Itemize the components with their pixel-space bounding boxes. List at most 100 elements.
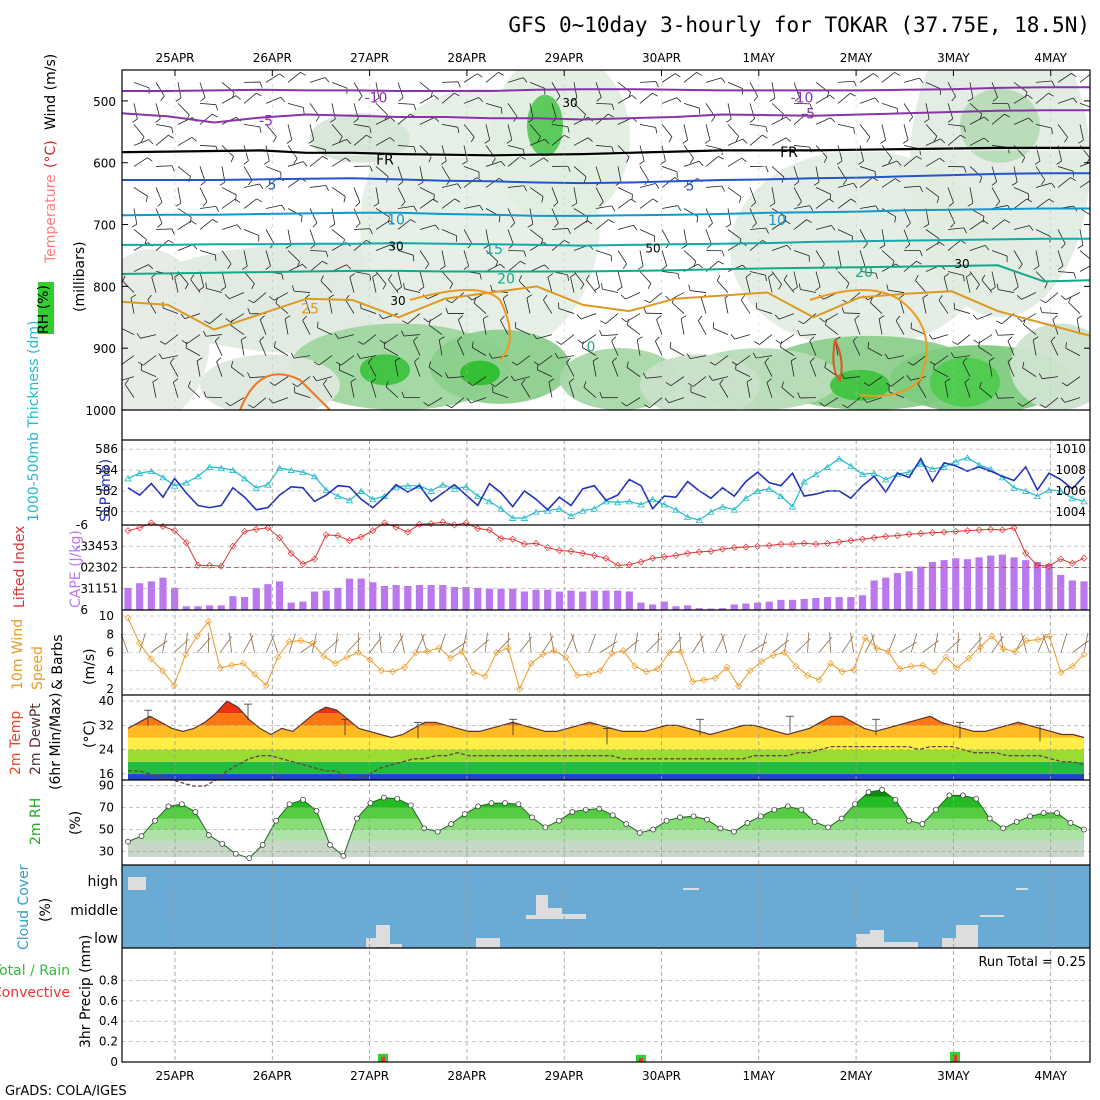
wind-barb-flag — [752, 352, 757, 359]
rh-area — [310, 113, 410, 163]
wind10-point — [1057, 669, 1065, 677]
wind-barb-flag — [639, 160, 645, 165]
wind-barb — [793, 250, 810, 257]
wind-barb-flag — [783, 274, 788, 281]
wind-barb — [302, 320, 311, 335]
wind-barb — [265, 204, 282, 209]
wind-barb — [345, 299, 355, 314]
wind-barb — [397, 205, 414, 209]
rh-point — [744, 820, 751, 826]
wind-barb-flag — [778, 284, 782, 290]
cloud-bar — [980, 915, 1004, 917]
wind-barb-flag — [765, 275, 767, 282]
wind-barb-flag — [853, 127, 855, 134]
wind-barb-flag — [784, 216, 787, 223]
wind-barb-flag — [923, 118, 930, 123]
date-label-bottom: 30APR — [642, 1069, 681, 1083]
lifted-index-point — [392, 523, 400, 531]
rh-point — [515, 801, 522, 808]
cape-bar — [1080, 581, 1088, 610]
slp-line — [127, 456, 1085, 511]
wind-barb — [800, 334, 817, 336]
wind-barb — [177, 166, 191, 177]
wind-barb — [1079, 229, 1084, 246]
wind-barb — [526, 297, 531, 314]
wind-barb — [573, 103, 586, 115]
wind-barb — [991, 113, 1005, 125]
wind-barb — [617, 94, 633, 104]
thickness-point — [905, 468, 913, 476]
wind-barb-flag — [1017, 402, 1023, 407]
date-label-top: 26APR — [253, 51, 292, 65]
wind-barb-flag — [709, 361, 716, 366]
wind-barb-flag — [746, 378, 753, 383]
wind-barb — [925, 208, 930, 225]
lifted-index-point — [1022, 549, 1030, 557]
rh-point — [879, 787, 885, 793]
wind-barb-flag — [630, 198, 637, 203]
lifted-index-point — [427, 520, 435, 528]
wind-barb-flag — [184, 283, 189, 290]
rh-area — [910, 70, 1090, 318]
wind-barb — [881, 72, 895, 83]
wind-barb — [912, 355, 927, 366]
wind-barb-flag — [1064, 136, 1068, 143]
wind10-point — [447, 654, 455, 662]
wind-barb-flag — [215, 104, 219, 111]
wind-barb-flag — [950, 352, 955, 358]
cape-bar — [870, 580, 878, 610]
wind-barb-flag — [1051, 182, 1056, 189]
wind-barb — [617, 82, 631, 93]
wind-barb — [1007, 340, 1015, 356]
precip-label-convective: Convective — [0, 985, 70, 1001]
temp-axis-label-2: 2m DewPt — [28, 703, 44, 775]
wind-barb — [190, 279, 201, 293]
wind-barb-flag — [152, 378, 159, 383]
wind-barb-flag — [490, 383, 496, 387]
li-tick-label: -3 — [76, 539, 88, 553]
wind-barb-flag — [655, 127, 658, 134]
wind-barb — [538, 355, 553, 366]
rh-point — [475, 803, 481, 810]
wind-barb — [375, 117, 391, 125]
wind-tick-label: 8 — [106, 627, 114, 641]
wind-barb-flag — [366, 134, 372, 139]
wind-barb — [243, 271, 255, 284]
wind-barbs-upper — [122, 71, 1090, 409]
rh-point — [286, 801, 293, 808]
cape-bar — [928, 561, 937, 610]
wind-barb — [309, 185, 326, 188]
cape-bar — [1057, 574, 1065, 610]
thickness-point — [124, 475, 132, 482]
wind-barb — [1079, 124, 1084, 141]
isotherm--5 — [122, 109, 1090, 124]
wind-barb — [568, 382, 575, 398]
wind-barb — [463, 204, 480, 209]
wind-barb — [617, 166, 622, 183]
warm-contour — [809, 289, 928, 397]
cape-bar — [812, 597, 820, 610]
wind-barb — [933, 368, 949, 377]
wind-barb — [859, 145, 864, 162]
isotherm-label: 15 — [485, 242, 503, 258]
wind-barb-flag — [510, 222, 516, 228]
temp-line — [127, 700, 1085, 739]
isotherm-label: -5 — [259, 113, 273, 129]
wind10-point — [1080, 650, 1088, 658]
wind-barb-flag — [1070, 177, 1076, 181]
wind-barb — [969, 245, 986, 251]
cape-bar — [765, 601, 773, 610]
wind-barb — [661, 229, 670, 244]
wind-barb-flag — [592, 357, 599, 362]
wind-barb-flag — [445, 307, 449, 314]
wind-barb — [155, 124, 172, 128]
wind-barb — [122, 376, 135, 381]
wind-barb — [338, 334, 355, 339]
wind10-point — [942, 653, 950, 661]
wind-barb-flag — [157, 223, 163, 228]
wind10-point — [677, 648, 685, 656]
thickness-point — [544, 507, 552, 514]
wind-barb — [957, 334, 971, 345]
wind-barb — [243, 145, 249, 161]
wind-barb — [1079, 180, 1090, 188]
